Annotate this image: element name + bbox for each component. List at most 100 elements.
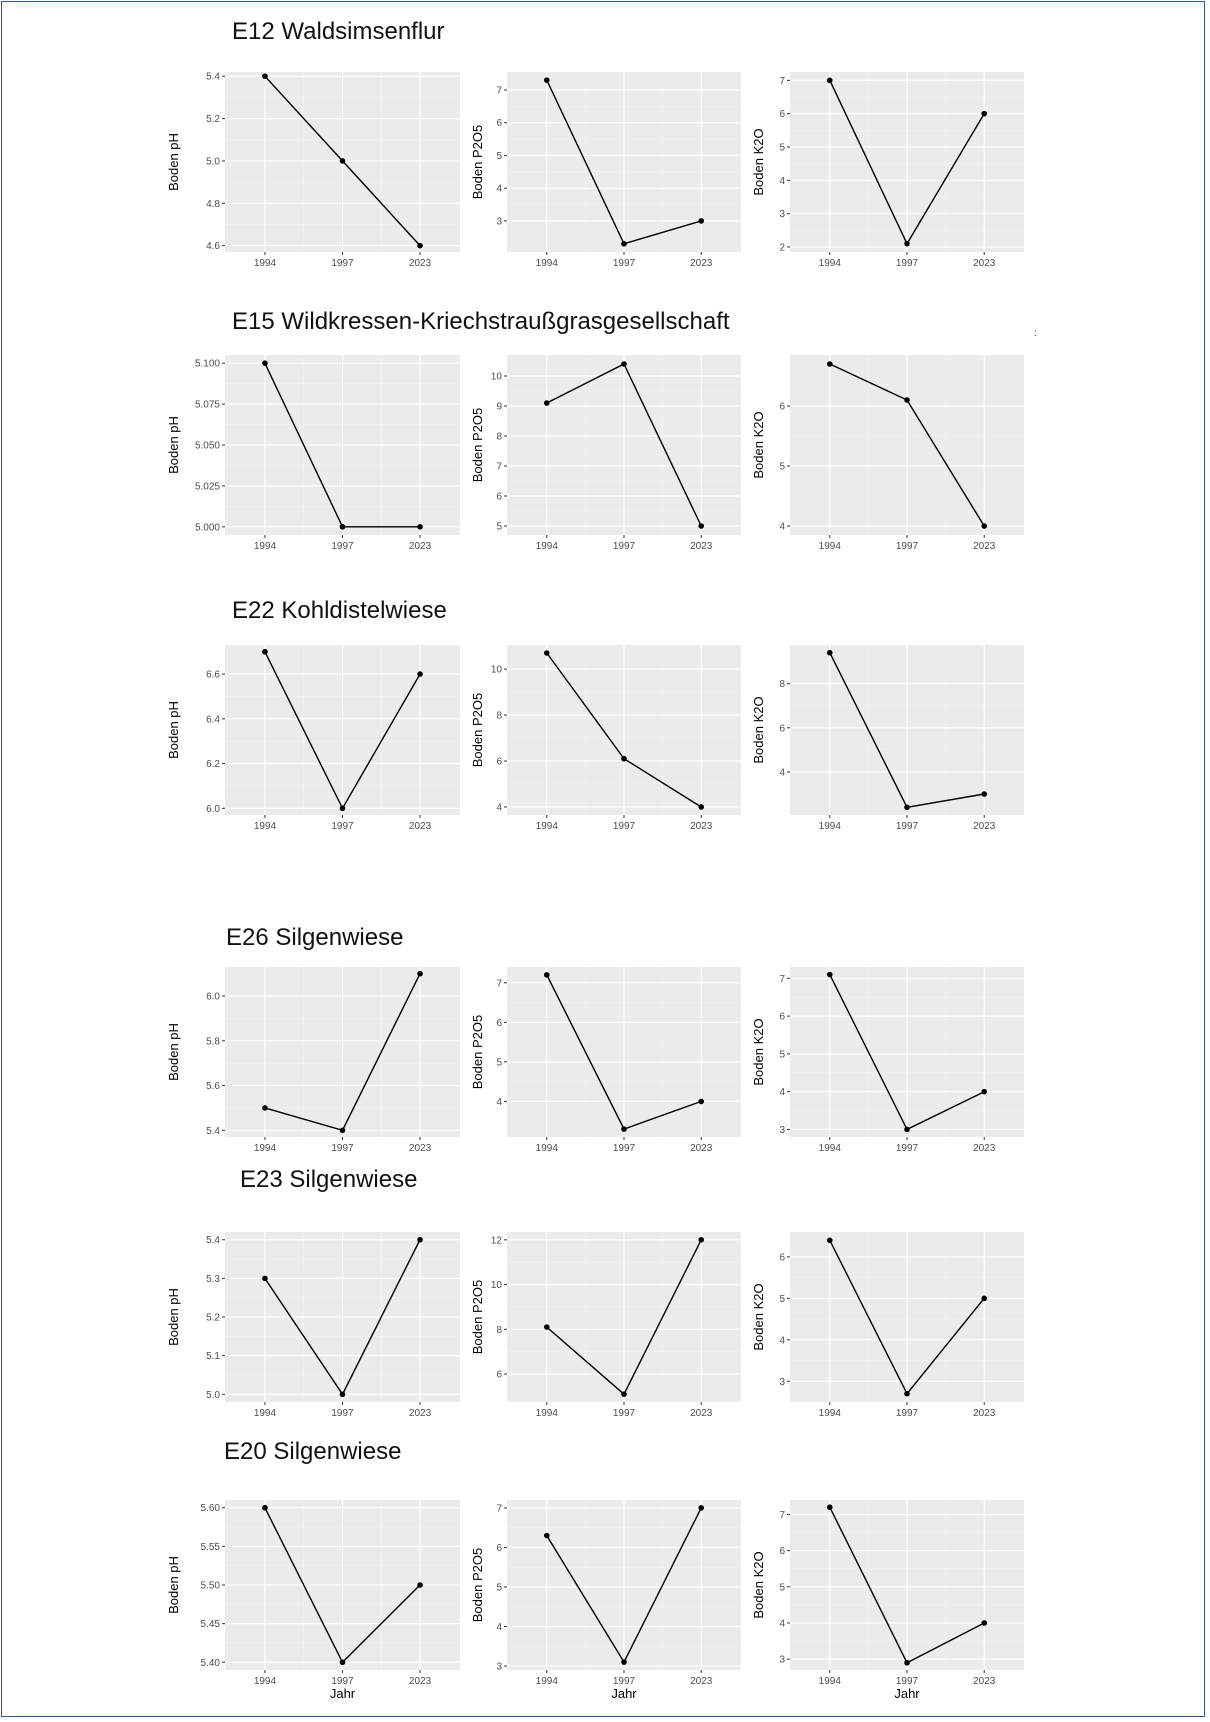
chart-5-point (543, 400, 550, 406)
chart-9-x-tick-label: 2023 (973, 821, 996, 832)
chart-12-y-tick-label: 7 (779, 974, 785, 985)
chart-13-y-tick-label: 5.2 (206, 1313, 220, 1324)
chart-17-y-tick-label: 6 (496, 1543, 502, 1554)
chart-10-x-tick-label: 1994 (254, 1143, 277, 1154)
chart-5-y-tick-label: 7 (496, 462, 502, 473)
chart-15-point (981, 1295, 988, 1302)
chart-4-point (417, 524, 423, 530)
chart-7-y-tick-label: 6.0 (206, 804, 220, 815)
chart-15-x-tick-label: 1994 (819, 1408, 842, 1419)
chart-8-y-axis-title: Boden P2O5 (470, 693, 485, 767)
chart-7-y-tick-label: 6.4 (206, 714, 220, 725)
chart-3-y-tick-label: 4 (779, 176, 785, 187)
chart-10-x-tick-label: 2023 (409, 1143, 432, 1154)
chart-16-point (339, 1659, 346, 1666)
chart-5-point (698, 523, 705, 529)
chart-7-x-tick-label: 2023 (409, 821, 432, 832)
chart-3-x-tick-label: 1994 (819, 258, 842, 269)
chart-2-x-tick-label: 1994 (536, 258, 559, 269)
chart-8-y-tick-label: 6 (496, 757, 502, 768)
chart-18-y-tick-label: 6 (779, 1546, 785, 1557)
chart-2-y-tick-label: 6 (496, 118, 502, 129)
chart-11-x-tick-label: 1994 (536, 1143, 559, 1154)
chart-7-point (339, 805, 346, 812)
chart-1-y-tick-label: 4.6 (206, 241, 220, 252)
chart-10-y-axis-title: Boden pH (166, 1023, 181, 1081)
chart-3-y-tick-label: 6 (779, 109, 785, 120)
chart-8-x-tick-label: 2023 (690, 821, 713, 832)
chart-11-point (543, 972, 550, 978)
chart-13-y-tick-label: 5.4 (206, 1235, 220, 1246)
chart-18-y-axis-title: Boden K2O (751, 1551, 766, 1618)
chart-10-point (339, 1127, 346, 1134)
chart-12-x-tick-label: 2023 (973, 1143, 996, 1154)
chart-8-x-tick-label: 1994 (536, 821, 559, 832)
chart-12-y-tick-label: 4 (779, 1087, 785, 1098)
chart-12-y-tick-label: 6 (779, 1012, 785, 1023)
chart-12-y-axis-title: Boden K2O (751, 1018, 766, 1085)
chart-5-y-tick-label: 6 (496, 492, 502, 503)
chart-1-y-tick-label: 5.4 (206, 72, 220, 83)
chart-16-point (262, 1504, 268, 1511)
chart-7-x-tick-label: 1994 (254, 821, 277, 832)
chart-17-y-axis-title: Boden P2O5 (470, 1548, 485, 1622)
chart-16-y-tick-label: 5.40 (201, 1658, 221, 1669)
chart-12-y-tick-label: 5 (779, 1049, 785, 1060)
chart-15-point (904, 1390, 910, 1397)
chart-18-y-tick-label: 4 (779, 1618, 785, 1629)
chart-3-y-tick-label: 2 (779, 243, 785, 254)
section-title-e20: E20 Silgenwiese (224, 1438, 402, 1465)
chart-1-point (417, 242, 423, 249)
chart-6-y-tick-label: 4 (779, 522, 785, 533)
section-title-e12: E12 Waldsimsenflur (232, 18, 445, 45)
chart-2-y-tick-label: 7 (496, 86, 502, 97)
chart-4-y-tick-label: 5.075 (195, 400, 220, 411)
chart-3-x-tick-label: 2023 (973, 258, 996, 269)
chart-7-x-tick-label: 1997 (331, 821, 354, 832)
chart-15-y-tick-label: 4 (779, 1335, 785, 1346)
chart-11-point (698, 1098, 705, 1105)
chart-4-y-tick-label: 5.050 (195, 441, 220, 452)
chart-1-y-tick-label: 4.8 (206, 199, 220, 210)
chart-7-point (417, 671, 423, 677)
chart-16-y-tick-label: 5.55 (201, 1542, 221, 1553)
chart-3-y-axis-title: Boden K2O (751, 128, 766, 195)
chart-13-x-tick-label: 1997 (331, 1408, 354, 1419)
chart-5-y-tick-label: 10 (491, 372, 503, 383)
chart-9-x-tick-label: 1994 (819, 821, 842, 832)
chart-10-point (262, 1105, 268, 1111)
chart-3-x-tick-label: 1997 (896, 258, 919, 269)
chart-5-point (621, 361, 627, 367)
chart-8-point (621, 755, 627, 762)
chart-13-y-tick-label: 5.1 (206, 1351, 220, 1362)
chart-4-x-tick-label: 2023 (409, 541, 432, 552)
chart-6-point (826, 361, 833, 367)
chart-2-x-tick-label: 1997 (613, 258, 636, 269)
section-title-e26: E26 Silgenwiese (226, 924, 404, 951)
chart-16-y-axis-title: Boden pH (166, 1556, 181, 1614)
chart-3-point (904, 240, 910, 247)
chart-9-y-tick-label: 8 (779, 679, 785, 690)
chart-5-x-tick-label: 1997 (613, 541, 636, 552)
chart-9-point (826, 649, 833, 656)
chart-18-point (826, 1504, 833, 1511)
chart-8-point (543, 650, 550, 656)
chart-18-y-tick-label: 3 (779, 1655, 785, 1666)
chart-13-x-tick-label: 2023 (409, 1408, 432, 1419)
chart-11-y-tick-label: 7 (496, 978, 502, 989)
chart-4-x-tick-label: 1994 (254, 541, 277, 552)
chart-14-y-tick-label: 10 (491, 1280, 503, 1291)
chart-1-x-tick-label: 2023 (409, 258, 432, 269)
chart-14-y-tick-label: 8 (496, 1325, 502, 1336)
chart-5-y-tick-label: 8 (496, 432, 502, 443)
chart-4-y-tick-label: 5.000 (195, 522, 220, 533)
chart-10-y-tick-label: 6.0 (206, 992, 220, 1003)
chart-6-y-tick-label: 5 (779, 462, 785, 473)
chart-18-point (981, 1620, 988, 1626)
chart-1-x-tick-label: 1997 (331, 258, 354, 269)
chart-10-y-tick-label: 5.6 (206, 1081, 220, 1092)
chart-6-y-axis-title: Boden K2O (751, 411, 766, 478)
chart-7-y-tick-label: 6.2 (206, 759, 220, 770)
chart-9-y-tick-label: 4 (779, 767, 785, 778)
chart-18-y-tick-label: 7 (779, 1510, 785, 1521)
